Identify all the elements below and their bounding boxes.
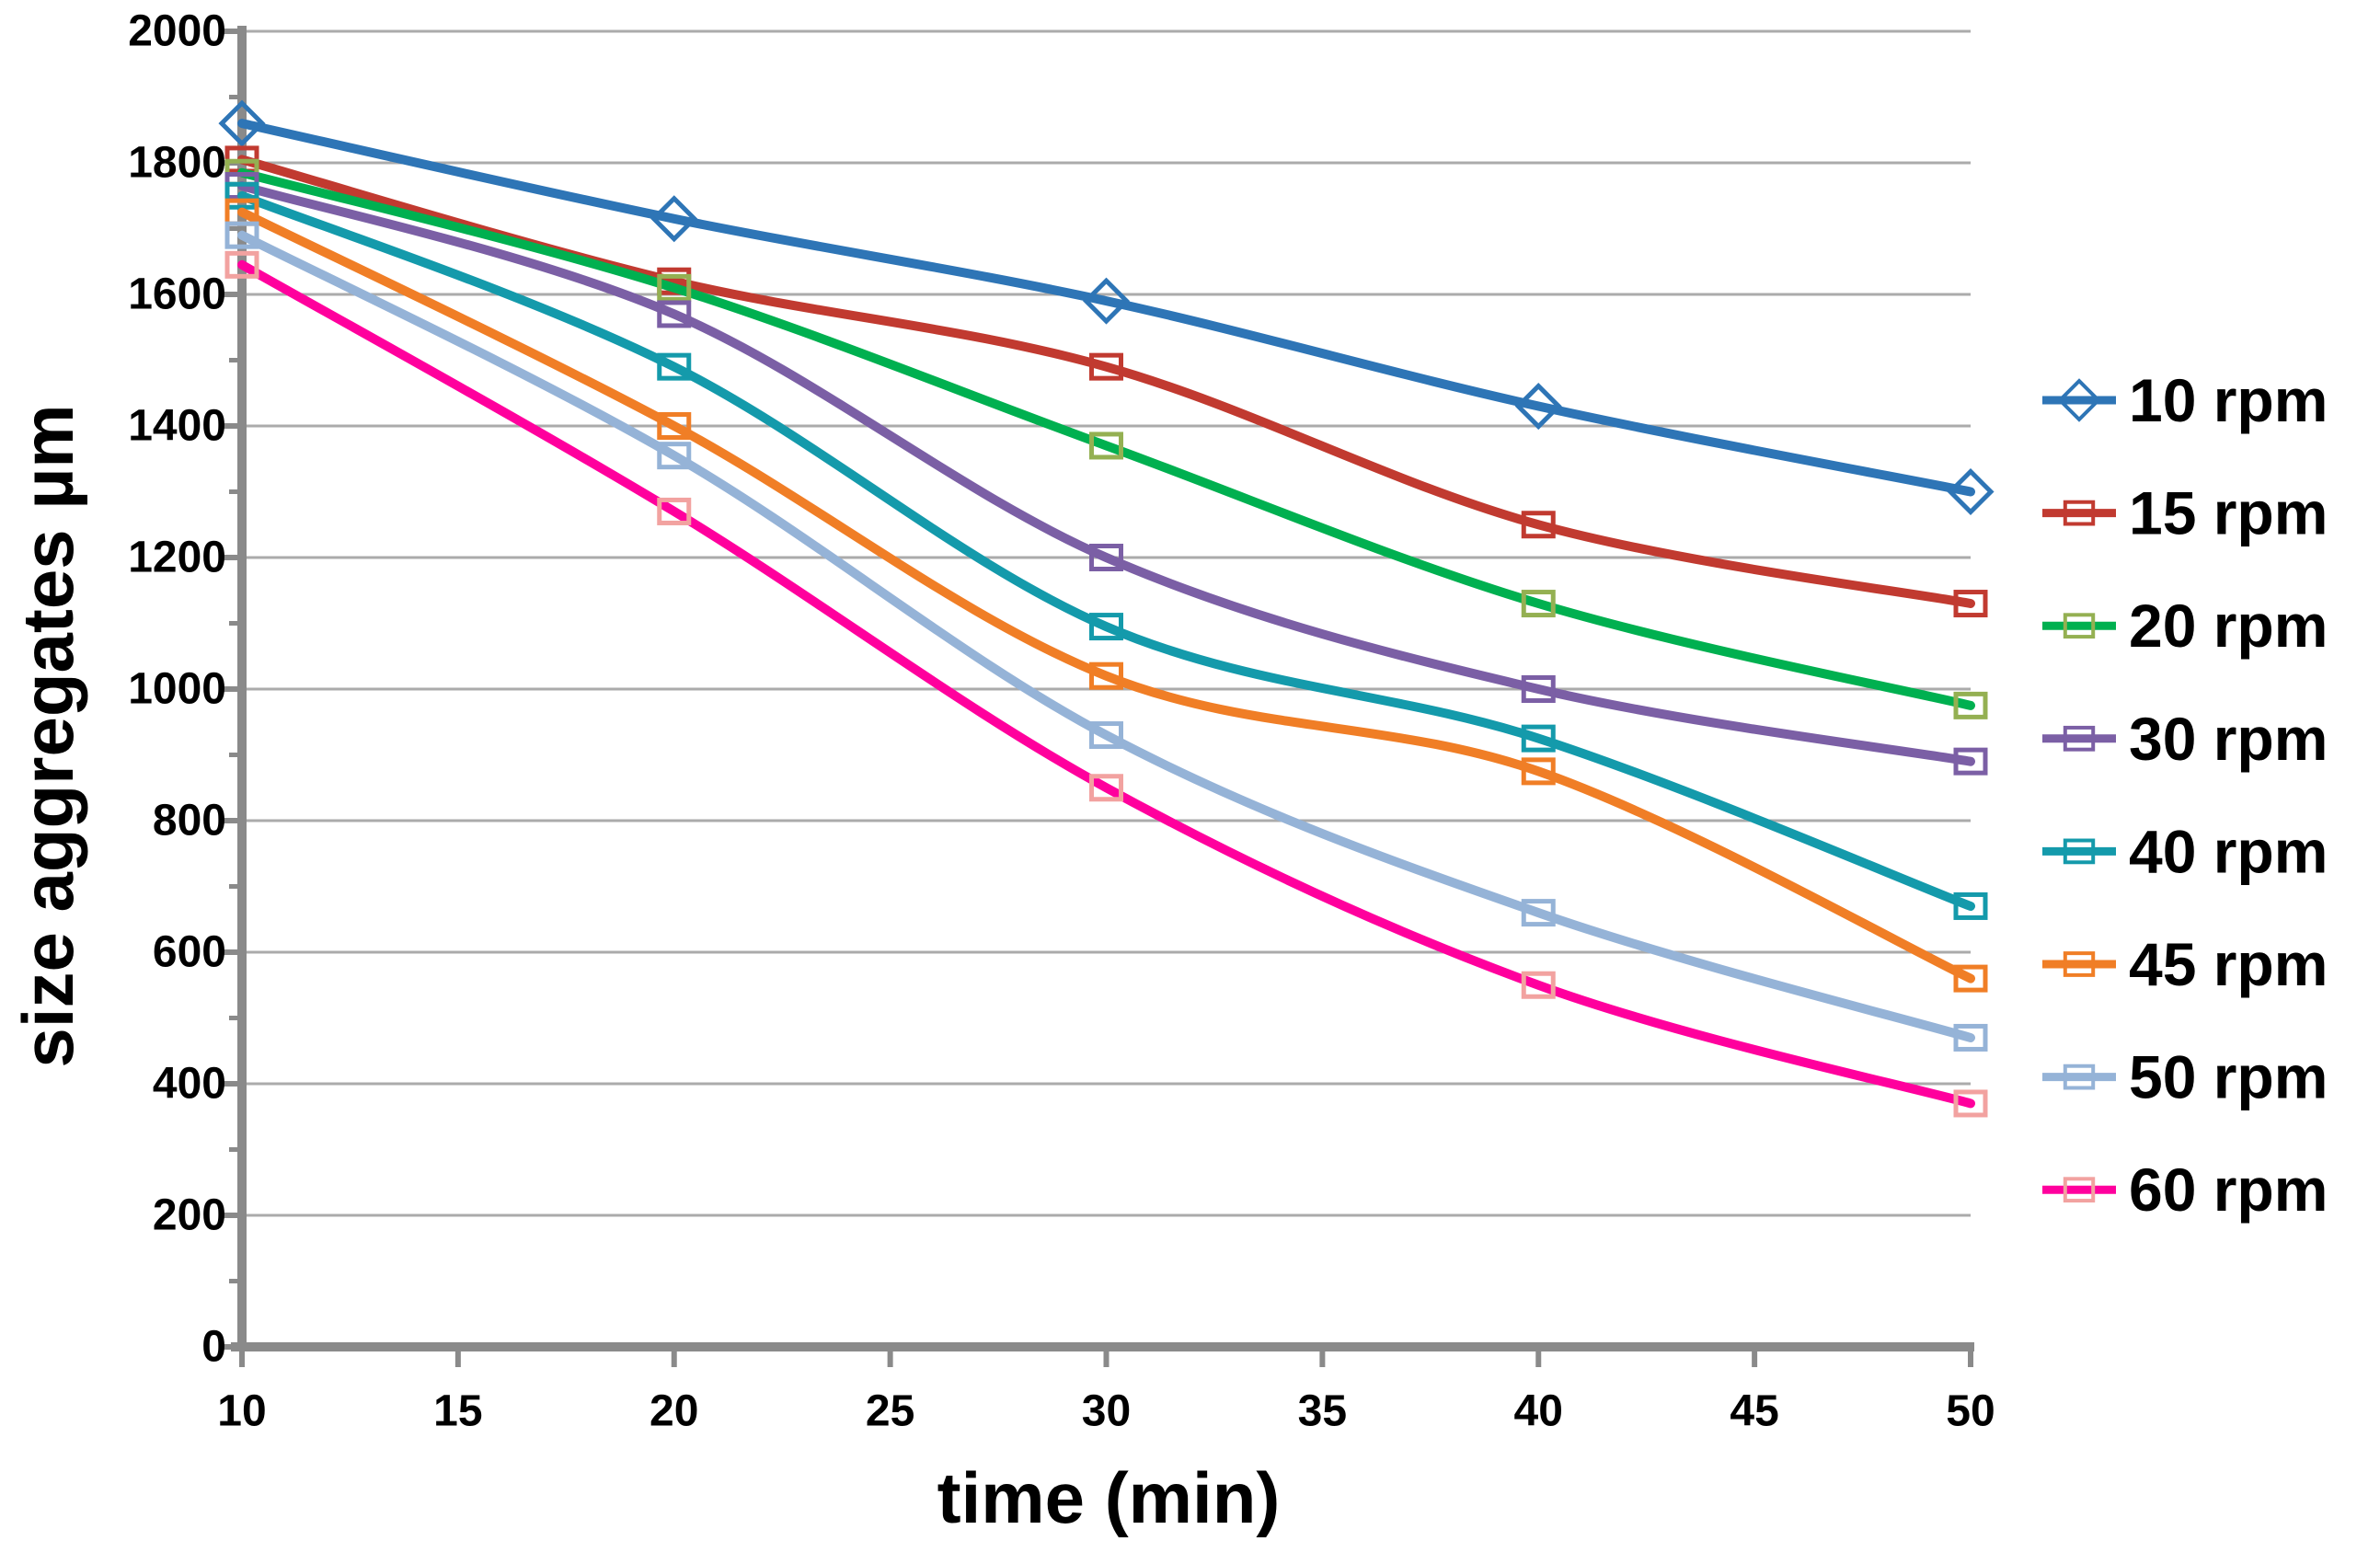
series-marker-square <box>1521 724 1556 753</box>
legend-item-10-rpm: 10 rpm <box>2042 366 2328 434</box>
legend-item-40-rpm: 40 rpm <box>2042 817 2328 885</box>
series-marker-square <box>224 221 259 249</box>
series-marker-square <box>2063 1177 2096 1203</box>
series-marker-square <box>2063 951 2096 977</box>
x-tick-label: 10 <box>217 1387 266 1436</box>
legend-label: 10 rpm <box>2129 366 2328 434</box>
series-marker-diamond <box>218 99 266 147</box>
series-marker-square <box>1089 774 1123 802</box>
y-tick-label: 1200 <box>128 534 226 582</box>
legend-item-20-rpm: 20 rpm <box>2042 592 2328 660</box>
x-tick-label: 20 <box>650 1387 698 1436</box>
series-line-10-rpm <box>237 119 1975 497</box>
series-line-50-rpm <box>237 230 1975 1042</box>
series-marker-square <box>657 412 692 440</box>
series-marker-square <box>2063 1064 2096 1090</box>
series-30-rpm <box>224 172 1988 776</box>
y-tick-label: 1400 <box>128 402 226 451</box>
series-marker-diamond <box>1514 383 1562 431</box>
series-marker-square <box>2063 725 2096 752</box>
y-tick-label: 200 <box>153 1191 226 1240</box>
series-marker-diamond <box>1947 467 1995 516</box>
y-tick-label: 1800 <box>128 139 226 188</box>
series-marker-square <box>1089 352 1123 381</box>
legend-label: 30 rpm <box>2129 705 2328 773</box>
series-marker-square <box>1953 964 1988 993</box>
series-marker-square <box>1521 511 1556 539</box>
series-marker-diamond <box>1082 277 1131 325</box>
series-marker-square <box>657 300 692 328</box>
series-marker-square <box>1953 691 1988 719</box>
series-60-rpm <box>224 250 1988 1118</box>
series-marker-square <box>1089 721 1123 750</box>
legend-label: 60 rpm <box>2129 1156 2328 1224</box>
x-axis-title: time (min) <box>937 1457 1281 1538</box>
series-marker-square <box>1521 590 1556 618</box>
legend-item-45-rpm: 45 rpm <box>2042 930 2328 998</box>
x-tick-label: 45 <box>1730 1387 1778 1436</box>
legend-item-30-rpm: 30 rpm <box>2042 705 2328 773</box>
series-line-15-rpm <box>237 155 1975 608</box>
series-marker-square <box>1953 1023 1988 1052</box>
y-tick-label: 600 <box>153 928 226 977</box>
series-line-20-rpm <box>237 167 1975 710</box>
legend-item-15-rpm: 15 rpm <box>2042 479 2328 547</box>
series-marker-square <box>1521 899 1556 927</box>
series-marker-square <box>224 181 259 210</box>
series-marker-square <box>1089 431 1123 460</box>
series-line-30-rpm <box>237 181 1975 766</box>
x-tick-label: 30 <box>1082 1387 1131 1436</box>
series-marker-square <box>657 442 692 470</box>
series-marker-square <box>1089 613 1123 641</box>
series-marker-square <box>1089 544 1123 571</box>
y-tick-label: 0 <box>201 1323 226 1372</box>
x-tick-label: 50 <box>1946 1387 1995 1436</box>
x-tick-label: 25 <box>866 1387 914 1436</box>
legend-label: 15 rpm <box>2129 479 2328 547</box>
series-marker-square <box>657 497 692 525</box>
y-tick-label: 1600 <box>128 270 226 319</box>
legend-label: 45 rpm <box>2129 930 2328 998</box>
series-marker-square <box>224 250 259 279</box>
series-marker-diamond <box>650 195 698 243</box>
y-tick-label: 2000 <box>128 7 226 56</box>
series-marker-square <box>1521 757 1556 786</box>
series-50-rpm <box>224 221 1988 1052</box>
series-marker-square <box>2063 613 2096 639</box>
series-marker-square <box>657 352 692 381</box>
series-marker-square <box>2063 500 2096 526</box>
series-marker-square <box>1953 590 1988 618</box>
series-marker-diamond <box>2057 378 2101 422</box>
series-marker-square <box>1953 891 1988 920</box>
y-tick-label: 1000 <box>128 665 226 714</box>
y-tick-label: 800 <box>153 797 226 845</box>
legend-label: 50 rpm <box>2129 1043 2328 1111</box>
y-tick-label: 400 <box>153 1060 226 1109</box>
legend-item-50-rpm: 50 rpm <box>2042 1043 2328 1111</box>
x-tick-label: 40 <box>1514 1387 1563 1436</box>
series-marker-square <box>1521 971 1556 999</box>
legend: 10 rpm 15 rpm 20 rpm 30 rpm 40 rpm 45 rpm 50 r… <box>2042 366 2328 1224</box>
tick-labels: 0 200 400 600 800 1000 1200 1400 1600 1800 2000 10 1… <box>128 7 1995 1436</box>
legend-label: 20 rpm <box>2129 592 2328 660</box>
series-marker-square <box>1953 1089 1988 1118</box>
series-marker-square <box>1953 747 1988 776</box>
series-marker-square <box>657 273 692 302</box>
series-marker-square <box>1089 661 1123 690</box>
legend-label: 40 rpm <box>2129 817 2328 885</box>
series-line-40-rpm <box>237 190 1975 911</box>
x-tick-label: 15 <box>433 1387 482 1436</box>
series-marker-square <box>2063 838 2096 865</box>
legend-item-60-rpm: 60 rpm <box>2042 1156 2328 1224</box>
series-20-rpm <box>224 158 1988 719</box>
x-tick-label: 35 <box>1298 1387 1347 1436</box>
series-line-60-rpm <box>237 259 1975 1109</box>
y-axis-title: size aggregates µm <box>7 404 88 1067</box>
series-line-45-rpm <box>237 207 1975 983</box>
series-40-rpm <box>224 181 1988 920</box>
series-marker-square <box>1521 675 1556 703</box>
series-10-rpm <box>218 99 1995 516</box>
